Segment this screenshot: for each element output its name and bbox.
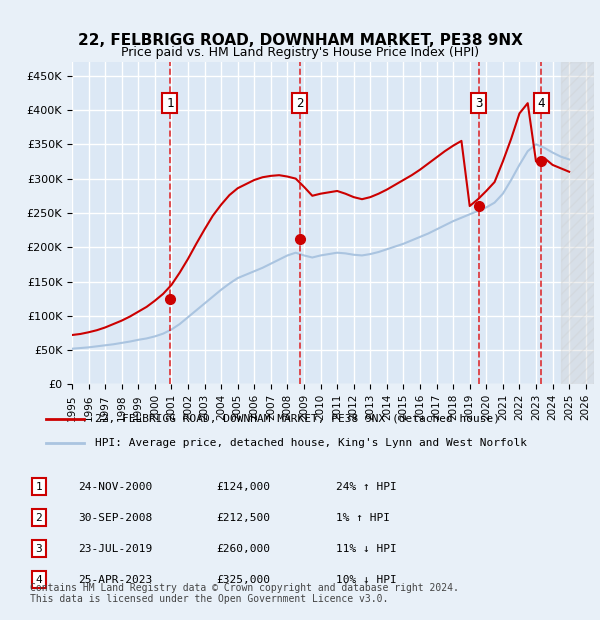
Text: 4: 4 <box>35 575 43 585</box>
Text: 10% ↓ HPI: 10% ↓ HPI <box>336 575 397 585</box>
Text: 4: 4 <box>538 97 545 110</box>
Text: 25-APR-2023: 25-APR-2023 <box>78 575 152 585</box>
Text: 24-NOV-2000: 24-NOV-2000 <box>78 482 152 492</box>
Text: 2: 2 <box>35 513 43 523</box>
Text: £325,000: £325,000 <box>216 575 270 585</box>
Text: 22, FELBRIGG ROAD, DOWNHAM MARKET, PE38 9NX (detached house): 22, FELBRIGG ROAD, DOWNHAM MARKET, PE38 … <box>95 414 500 423</box>
Text: 11% ↓ HPI: 11% ↓ HPI <box>336 544 397 554</box>
Text: £124,000: £124,000 <box>216 482 270 492</box>
Text: HPI: Average price, detached house, King's Lynn and West Norfolk: HPI: Average price, detached house, King… <box>95 438 527 448</box>
Text: Contains HM Land Registry data © Crown copyright and database right 2024.
This d: Contains HM Land Registry data © Crown c… <box>30 583 459 604</box>
Text: 22, FELBRIGG ROAD, DOWNHAM MARKET, PE38 9NX: 22, FELBRIGG ROAD, DOWNHAM MARKET, PE38 … <box>77 33 523 48</box>
Text: 24% ↑ HPI: 24% ↑ HPI <box>336 482 397 492</box>
Text: 1: 1 <box>35 482 43 492</box>
Text: 23-JUL-2019: 23-JUL-2019 <box>78 544 152 554</box>
Bar <box>561 62 594 384</box>
Text: £260,000: £260,000 <box>216 544 270 554</box>
Text: 30-SEP-2008: 30-SEP-2008 <box>78 513 152 523</box>
Text: 1% ↑ HPI: 1% ↑ HPI <box>336 513 390 523</box>
Text: 3: 3 <box>475 97 483 110</box>
Text: Price paid vs. HM Land Registry's House Price Index (HPI): Price paid vs. HM Land Registry's House … <box>121 46 479 59</box>
Text: 1: 1 <box>166 97 173 110</box>
Text: £212,500: £212,500 <box>216 513 270 523</box>
Text: 3: 3 <box>35 544 43 554</box>
Text: 2: 2 <box>296 97 304 110</box>
